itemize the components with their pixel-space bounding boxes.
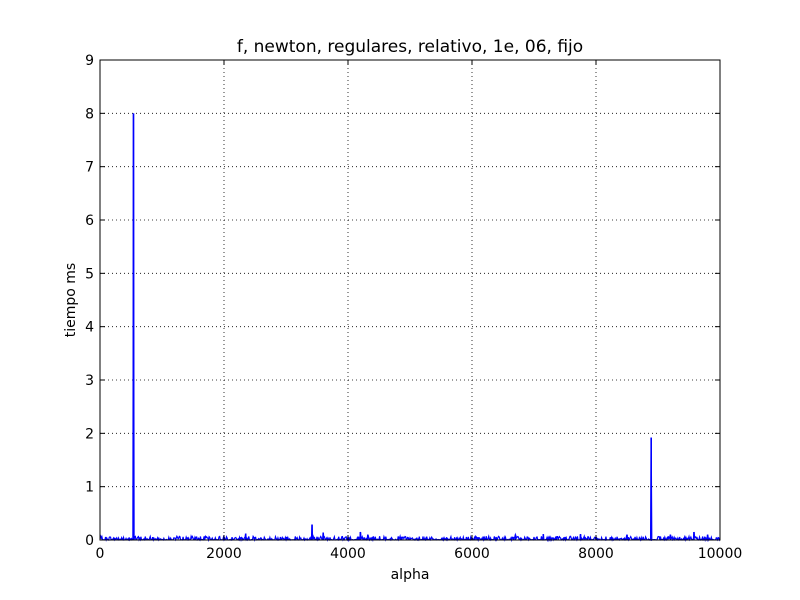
x-tick-label: 4000 — [330, 546, 366, 562]
y-tick-label: 1 — [85, 480, 94, 496]
x-axis-label: alpha — [391, 567, 430, 583]
plot-area — [100, 60, 720, 540]
x-tick-label: 0 — [96, 546, 105, 562]
x-tick-label: 10000 — [698, 546, 743, 562]
y-tick-label: 4 — [85, 320, 94, 336]
x-tick-labels: 0 2000 4000 6000 8000 10000 — [96, 546, 743, 562]
y-tick-label: 5 — [85, 266, 94, 282]
y-tick-label: 0 — [85, 533, 94, 549]
series-line — [99, 113, 721, 543]
y-tick-label: 6 — [85, 213, 94, 229]
y-tick-labels: 0 1 2 3 4 5 6 7 8 9 — [85, 53, 94, 549]
y-tick-label: 2 — [85, 426, 94, 442]
x-tick-label: 2000 — [206, 546, 242, 562]
tick-marks — [99, 59, 721, 541]
chart-title: f, newton, regulares, relativo, 1e, 06, … — [237, 37, 583, 57]
grid-lines — [100, 60, 720, 540]
series-line-group — [99, 113, 721, 543]
x-tick-label: 8000 — [578, 546, 614, 562]
y-tick-label: 3 — [85, 373, 94, 389]
plot-frame — [99, 59, 721, 541]
y-axis-label: tiempo ms — [63, 263, 79, 337]
y-tick-label: 8 — [85, 106, 94, 122]
x-tick-label: 6000 — [454, 546, 490, 562]
y-tick-label: 9 — [85, 53, 94, 69]
y-tick-label: 7 — [85, 160, 94, 176]
